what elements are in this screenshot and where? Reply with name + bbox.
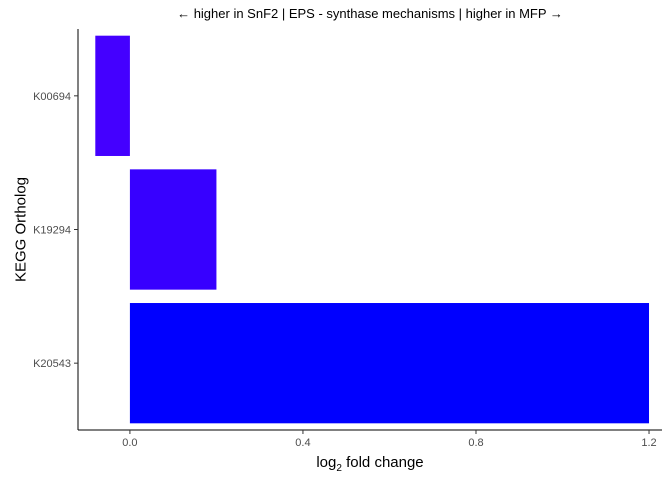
bar-k00694 — [95, 35, 130, 156]
x-axis-title-subscript: 2 — [336, 463, 342, 474]
y-tick-label: K20543 — [33, 358, 71, 370]
x-tick-label: 0.8 — [468, 437, 483, 449]
y-axis-title: KEGG Ortholog — [12, 177, 29, 282]
x-axis-title-prefix: log — [316, 454, 336, 471]
x-axis-title: log2 fold change — [316, 454, 423, 474]
x-tick-label: 0.4 — [295, 437, 310, 449]
y-axis-ticks: K00694 K19294 K20543 — [33, 91, 78, 370]
x-axis-title-label: fold change — [342, 454, 424, 471]
y-tick-label: K19294 — [33, 225, 71, 237]
bar-k19294 — [129, 169, 217, 290]
bars-layer — [95, 35, 650, 424]
bar-k20543 — [129, 303, 650, 424]
x-tick-label: 0.0 — [122, 437, 137, 449]
x-axis-ticks: 0.0 0.4 0.8 1.2 — [122, 430, 657, 449]
x-tick-label: 1.2 — [641, 437, 656, 449]
chart-title: ← higher in SnF2 | EPS - synthase mechan… — [177, 6, 563, 21]
y-tick-label: K00694 — [33, 91, 71, 103]
